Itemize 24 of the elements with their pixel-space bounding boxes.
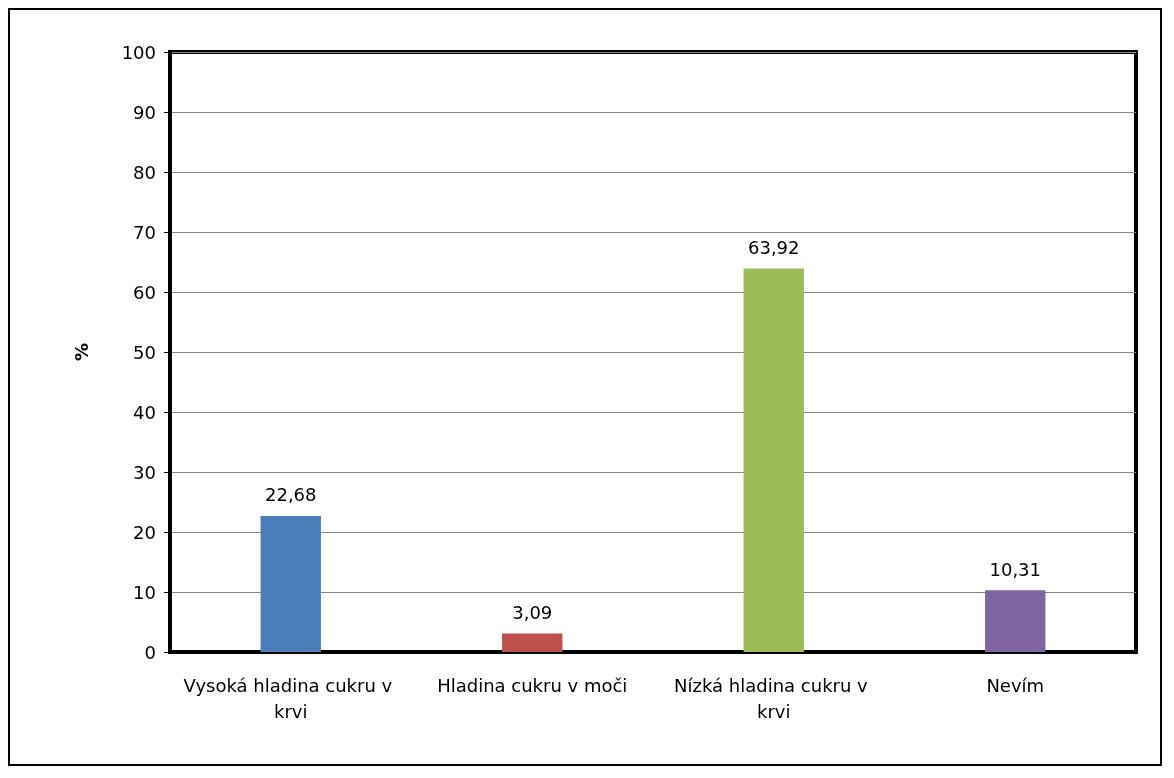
- y-tick-label: 0: [144, 641, 156, 663]
- bar: [260, 515, 321, 652]
- data-label: 3,09: [512, 601, 553, 623]
- y-tick-label: 90: [133, 101, 156, 123]
- y-tick-label: 80: [133, 161, 156, 183]
- x-tick-label: Hladina cukru v moči: [437, 674, 628, 696]
- y-tick-label: 20: [133, 521, 156, 543]
- x-tick-label: Vysoká hladina cukru v krvi: [183, 674, 398, 722]
- bar: [985, 590, 1046, 652]
- y-tick-label: 60: [133, 281, 156, 303]
- y-tick-label: 50: [133, 341, 156, 363]
- bar: [502, 633, 563, 652]
- y-tick-label: 100: [121, 41, 156, 63]
- bar: [743, 268, 804, 652]
- y-tick-label: 30: [133, 461, 156, 483]
- y-tick-label: 10: [133, 581, 156, 603]
- x-tick-label: Nízká hladina cukru v krvi: [674, 674, 874, 722]
- data-label: 10,31: [989, 558, 1042, 580]
- data-label: 63,92: [747, 236, 800, 258]
- data-label: 22,68: [264, 484, 317, 506]
- x-tick-label: Nevím: [986, 674, 1045, 696]
- y-axis-title: %: [70, 342, 92, 362]
- y-tick-label: 70: [133, 221, 156, 243]
- y-tick-label: 40: [133, 401, 156, 423]
